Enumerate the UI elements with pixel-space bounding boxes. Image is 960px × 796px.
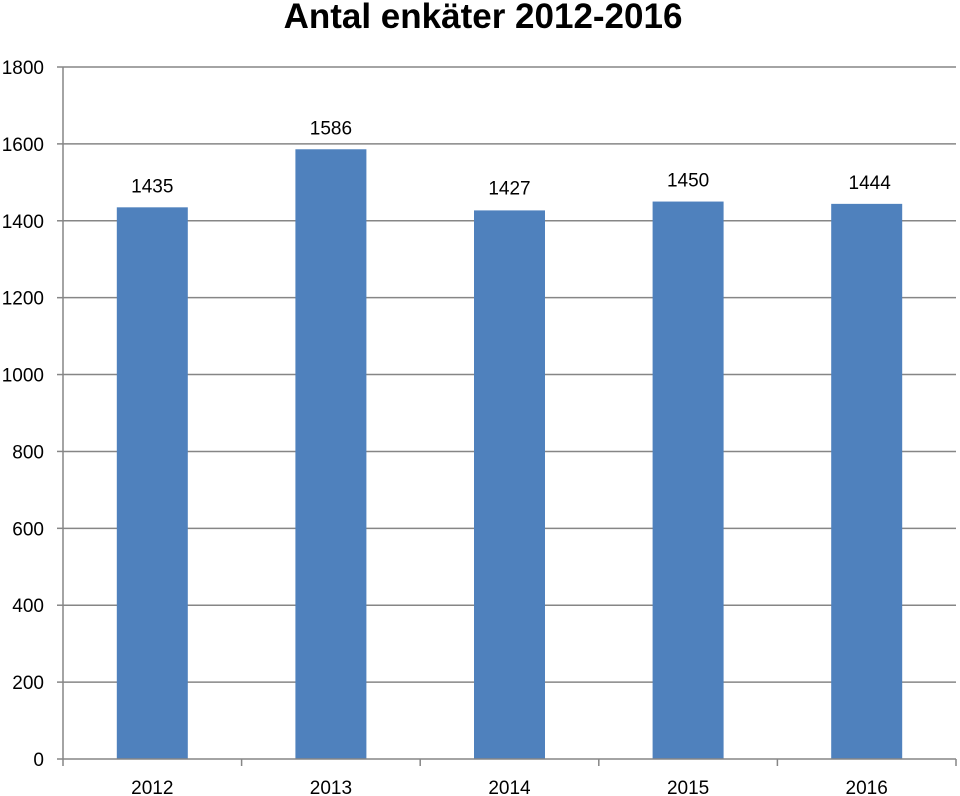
y-tick-label: 0 <box>33 750 44 771</box>
data-label-2014: 1427 <box>488 178 530 199</box>
bar-2012 <box>116 207 188 760</box>
data-label-2012: 1435 <box>131 176 173 197</box>
bar-2015 <box>652 201 724 760</box>
y-tick-label: 800 <box>12 442 44 463</box>
bar-2016 <box>831 203 903 759</box>
x-tick-label: 2013 <box>310 778 352 796</box>
data-label-2015: 1450 <box>667 171 709 192</box>
y-tick-label: 400 <box>12 596 44 617</box>
bar-2014 <box>474 210 545 760</box>
y-tick-label: 1800 <box>2 58 44 79</box>
axes <box>57 66 957 766</box>
x-tick-label: 2016 <box>846 778 888 796</box>
y-tick-label: 1600 <box>2 135 44 156</box>
bars <box>116 149 903 760</box>
y-tick-label: 200 <box>12 673 44 694</box>
y-tick-label: 1200 <box>2 289 44 310</box>
chart-title: Antal enkäter 2012-2016 <box>283 0 683 36</box>
data-label-2013: 1586 <box>310 118 352 139</box>
y-tick-label: 1400 <box>2 212 44 233</box>
data-label-2016: 1444 <box>849 173 892 194</box>
y-tick-label: 600 <box>12 519 44 540</box>
y-tick-label: 1000 <box>2 366 44 387</box>
bar-2013 <box>295 149 367 759</box>
x-tick-label: 2015 <box>667 778 709 796</box>
labels: 0 200 400 600 800 1000 1200 1400 1600 1800 1435 158… <box>2 58 892 796</box>
x-tick-label: 2012 <box>131 778 173 796</box>
x-tick-label: 2014 <box>488 778 531 796</box>
